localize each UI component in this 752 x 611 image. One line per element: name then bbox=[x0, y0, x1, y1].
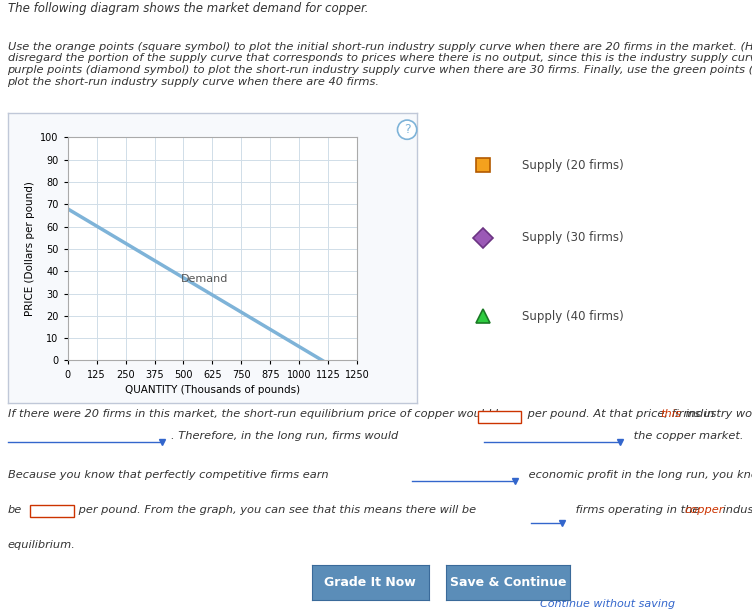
Text: be: be bbox=[8, 505, 22, 515]
Text: Save & Continue: Save & Continue bbox=[450, 576, 566, 589]
X-axis label: QUANTITY (Thousands of pounds): QUANTITY (Thousands of pounds) bbox=[125, 385, 300, 395]
Text: equilibrium.: equilibrium. bbox=[8, 540, 75, 551]
Text: The following diagram shows the market demand for copper.: The following diagram shows the market d… bbox=[8, 2, 368, 15]
FancyBboxPatch shape bbox=[30, 505, 74, 517]
Y-axis label: PRICE (Dollars per pound): PRICE (Dollars per pound) bbox=[25, 181, 35, 316]
Text: economic profit in the long run, you know the long-run equilibrium price must: economic profit in the long run, you kno… bbox=[525, 470, 752, 480]
Text: . Therefore, in the long run, firms would: . Therefore, in the long run, firms woul… bbox=[171, 431, 399, 441]
Text: Supply (40 firms): Supply (40 firms) bbox=[522, 310, 623, 323]
Text: ?: ? bbox=[404, 123, 411, 136]
Text: $: $ bbox=[33, 505, 41, 516]
Text: copper: copper bbox=[684, 505, 723, 515]
Text: industry would: industry would bbox=[682, 409, 752, 420]
Text: Use the orange points (square symbol) to plot the initial short-run industry sup: Use the orange points (square symbol) to… bbox=[8, 42, 752, 87]
Text: the copper market.: the copper market. bbox=[630, 431, 744, 441]
Text: industry in long-run: industry in long-run bbox=[719, 505, 752, 515]
Text: per pound. At that price, firms in: per pound. At that price, firms in bbox=[524, 409, 714, 420]
Text: Supply (30 firms): Supply (30 firms) bbox=[522, 232, 623, 244]
Text: firms operating in the: firms operating in the bbox=[572, 505, 699, 515]
Text: Supply (20 firms): Supply (20 firms) bbox=[522, 159, 623, 172]
Text: Grade It Now: Grade It Now bbox=[324, 576, 417, 589]
Text: Because you know that perfectly competitive firms earn: Because you know that perfectly competit… bbox=[8, 470, 328, 480]
Text: per pound. From the graph, you can see that this means there will be: per pound. From the graph, you can see t… bbox=[75, 505, 476, 515]
Text: Continue without saving: Continue without saving bbox=[540, 599, 675, 609]
FancyBboxPatch shape bbox=[478, 411, 521, 423]
Text: Demand: Demand bbox=[181, 274, 229, 285]
Text: this: this bbox=[660, 409, 681, 420]
Text: $: $ bbox=[481, 412, 488, 422]
Text: If there were 20 firms in this market, the short-run equilibrium price of copper: If there were 20 firms in this market, t… bbox=[8, 409, 508, 420]
